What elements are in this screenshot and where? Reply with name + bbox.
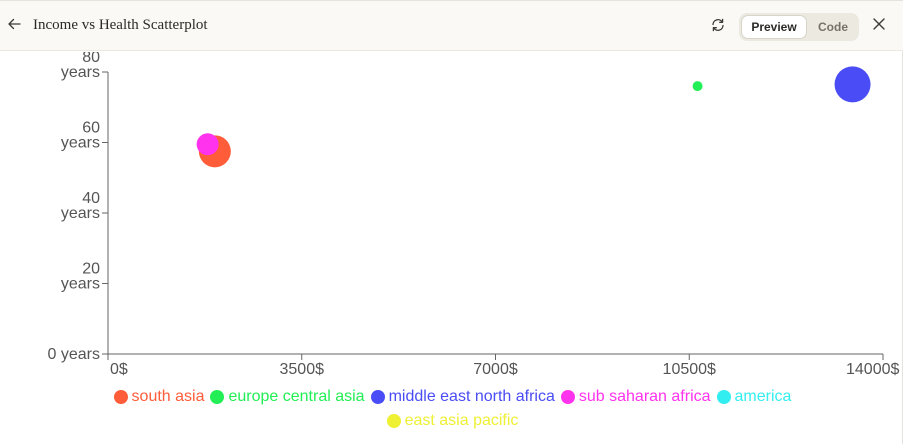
x-tick-label: 3500$ — [280, 361, 325, 378]
legend-row: east asia pacific — [0, 409, 905, 433]
tab-code[interactable]: Code — [818, 20, 848, 34]
legend-item[interactable]: sub saharan africa — [560, 388, 711, 406]
y-tick-label: 40 years — [61, 190, 100, 222]
legend-item[interactable]: europe central asia — [210, 388, 365, 406]
y-tick-label: 20 years — [61, 261, 100, 293]
y-tick-label-line: 80 — [82, 52, 100, 66]
x-tick-label: 10500$ — [663, 361, 716, 378]
legend-swatch — [370, 390, 385, 404]
legend-item[interactable]: east asia pacific — [386, 412, 519, 430]
legend-swatch — [210, 390, 225, 404]
legend-item[interactable]: middle east north africa — [370, 388, 555, 406]
y-tick-label-line: years — [61, 276, 100, 293]
data-point-sub-saharan-africa[interactable] — [196, 133, 219, 156]
y-tick-label: 60 years — [61, 120, 100, 152]
y-tick-label-line: years — [61, 135, 100, 152]
legend-swatch — [716, 390, 731, 404]
y-tick-label-line: 20 — [82, 261, 100, 278]
legend-label: middle east north africa — [388, 388, 555, 405]
legend-item[interactable]: america — [716, 388, 792, 406]
y-tick-label-line: years — [61, 64, 100, 81]
x-tick-label: 0$ — [110, 361, 128, 378]
artifact-header: Income vs Health Scatterplot Preview Cod… — [0, 1, 903, 51]
legend-label: sub saharan africa — [578, 388, 711, 405]
refresh-icon — [710, 17, 726, 38]
x-tick-label: 14000$ — [846, 361, 899, 378]
legend-swatch — [386, 414, 401, 428]
legend-label: europe central asia — [228, 388, 365, 405]
legend-item[interactable]: south asia — [113, 388, 205, 406]
y-tick-label: 80 years — [61, 52, 100, 81]
x-tick-label: 7000$ — [473, 361, 518, 378]
arrow-left-icon — [7, 17, 21, 36]
artifact-title: Income vs Health Scatterplot — [33, 17, 208, 33]
y-tick-label-line: 40 — [82, 190, 100, 207]
view-toggle: Preview Code — [739, 13, 859, 41]
y-tick-label-line: 60 — [82, 120, 100, 137]
refresh-button[interactable] — [708, 17, 728, 37]
y-tick-label-line: years — [61, 205, 100, 222]
legend-swatch — [113, 390, 128, 404]
legend-row: south asia europe central asia middle east… — [0, 385, 905, 409]
legend-label: south asia — [131, 388, 205, 405]
data-point-europe-central-asia[interactable] — [692, 81, 703, 92]
y-tick-label-line: 0 years — [48, 346, 100, 363]
legend-swatch — [560, 390, 575, 404]
tab-preview[interactable]: Preview — [741, 15, 807, 39]
close-button[interactable] — [870, 17, 888, 35]
y-tick-label: 0 years — [48, 346, 100, 363]
back-button[interactable] — [4, 16, 24, 36]
close-icon — [873, 17, 885, 35]
legend-label: east asia pacific — [404, 412, 519, 429]
data-point-middle-east-north-africa[interactable] — [834, 66, 871, 103]
chart-legend: south asia europe central asia middle east… — [0, 385, 905, 433]
legend-label: america — [734, 388, 792, 405]
